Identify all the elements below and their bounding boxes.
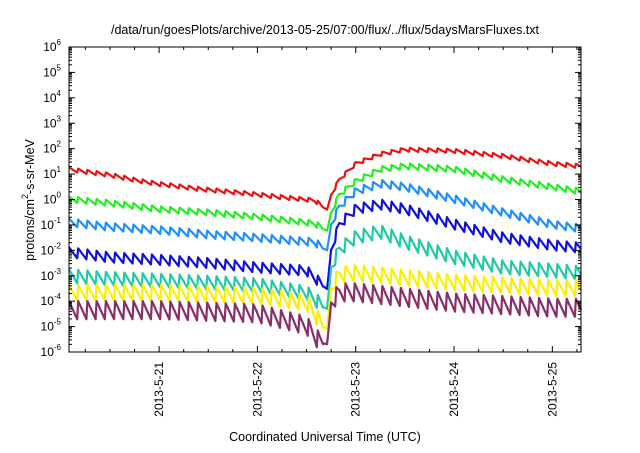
y-axis: 10-6 10-5 10-4 10-3 10-2 10-1 100 101 102 103 104 1… [41, 38, 581, 359]
y-axis-label: protons/cm2-s-sr-MeV [20, 138, 37, 260]
x-tick-label: 2013-5-23 [349, 362, 363, 417]
y-tick-label: 101 [43, 165, 61, 181]
y-tick-label: 104 [43, 89, 61, 105]
chart-title: /data/run/goesPlots/archive/2013-05-25/0… [111, 23, 540, 37]
x-tick-label: 2013-5-25 [545, 362, 559, 417]
series-line-5 [68, 224, 582, 310]
series-layer [67, 146, 583, 349]
series-line-6 [68, 263, 582, 331]
x-tick-label: 2013-5-22 [250, 362, 264, 417]
y-tick-label: 100 [43, 191, 61, 207]
y-tick-label: 102 [43, 140, 61, 156]
series-line-2 [68, 162, 582, 232]
y-tick-label: 10-5 [41, 318, 62, 334]
series-line-1 [68, 146, 582, 211]
y-tick-label: 105 [43, 63, 61, 79]
y-tick-label: 103 [43, 114, 61, 130]
series-line-7 [67, 282, 583, 349]
y-tick-label: 10-1 [41, 216, 62, 232]
y-axis-label-sup: 2 [20, 194, 30, 199]
y-tick-label: 10-3 [41, 267, 62, 283]
y-tick-label: 10-4 [41, 292, 62, 308]
y-axis-label-pre: protons/cm [23, 199, 37, 261]
series-line-3 [68, 179, 582, 252]
y-tick-label: 10-2 [41, 241, 62, 257]
x-axis: 2013-5-21 2013-5-22 2013-5-23 2013-5-24 2013… [84, 47, 578, 417]
series-line-4 [68, 198, 582, 291]
y-axis-label-post: -s-sr-MeV [23, 138, 37, 194]
x-tick-label: 2013-5-21 [152, 362, 166, 417]
x-axis-label: Coordinated Universal Time (UTC) [229, 430, 421, 444]
x-tick-label: 2013-5-24 [447, 362, 461, 417]
y-tick-label: 106 [43, 38, 61, 54]
y-tick-label: 10-6 [41, 343, 62, 359]
